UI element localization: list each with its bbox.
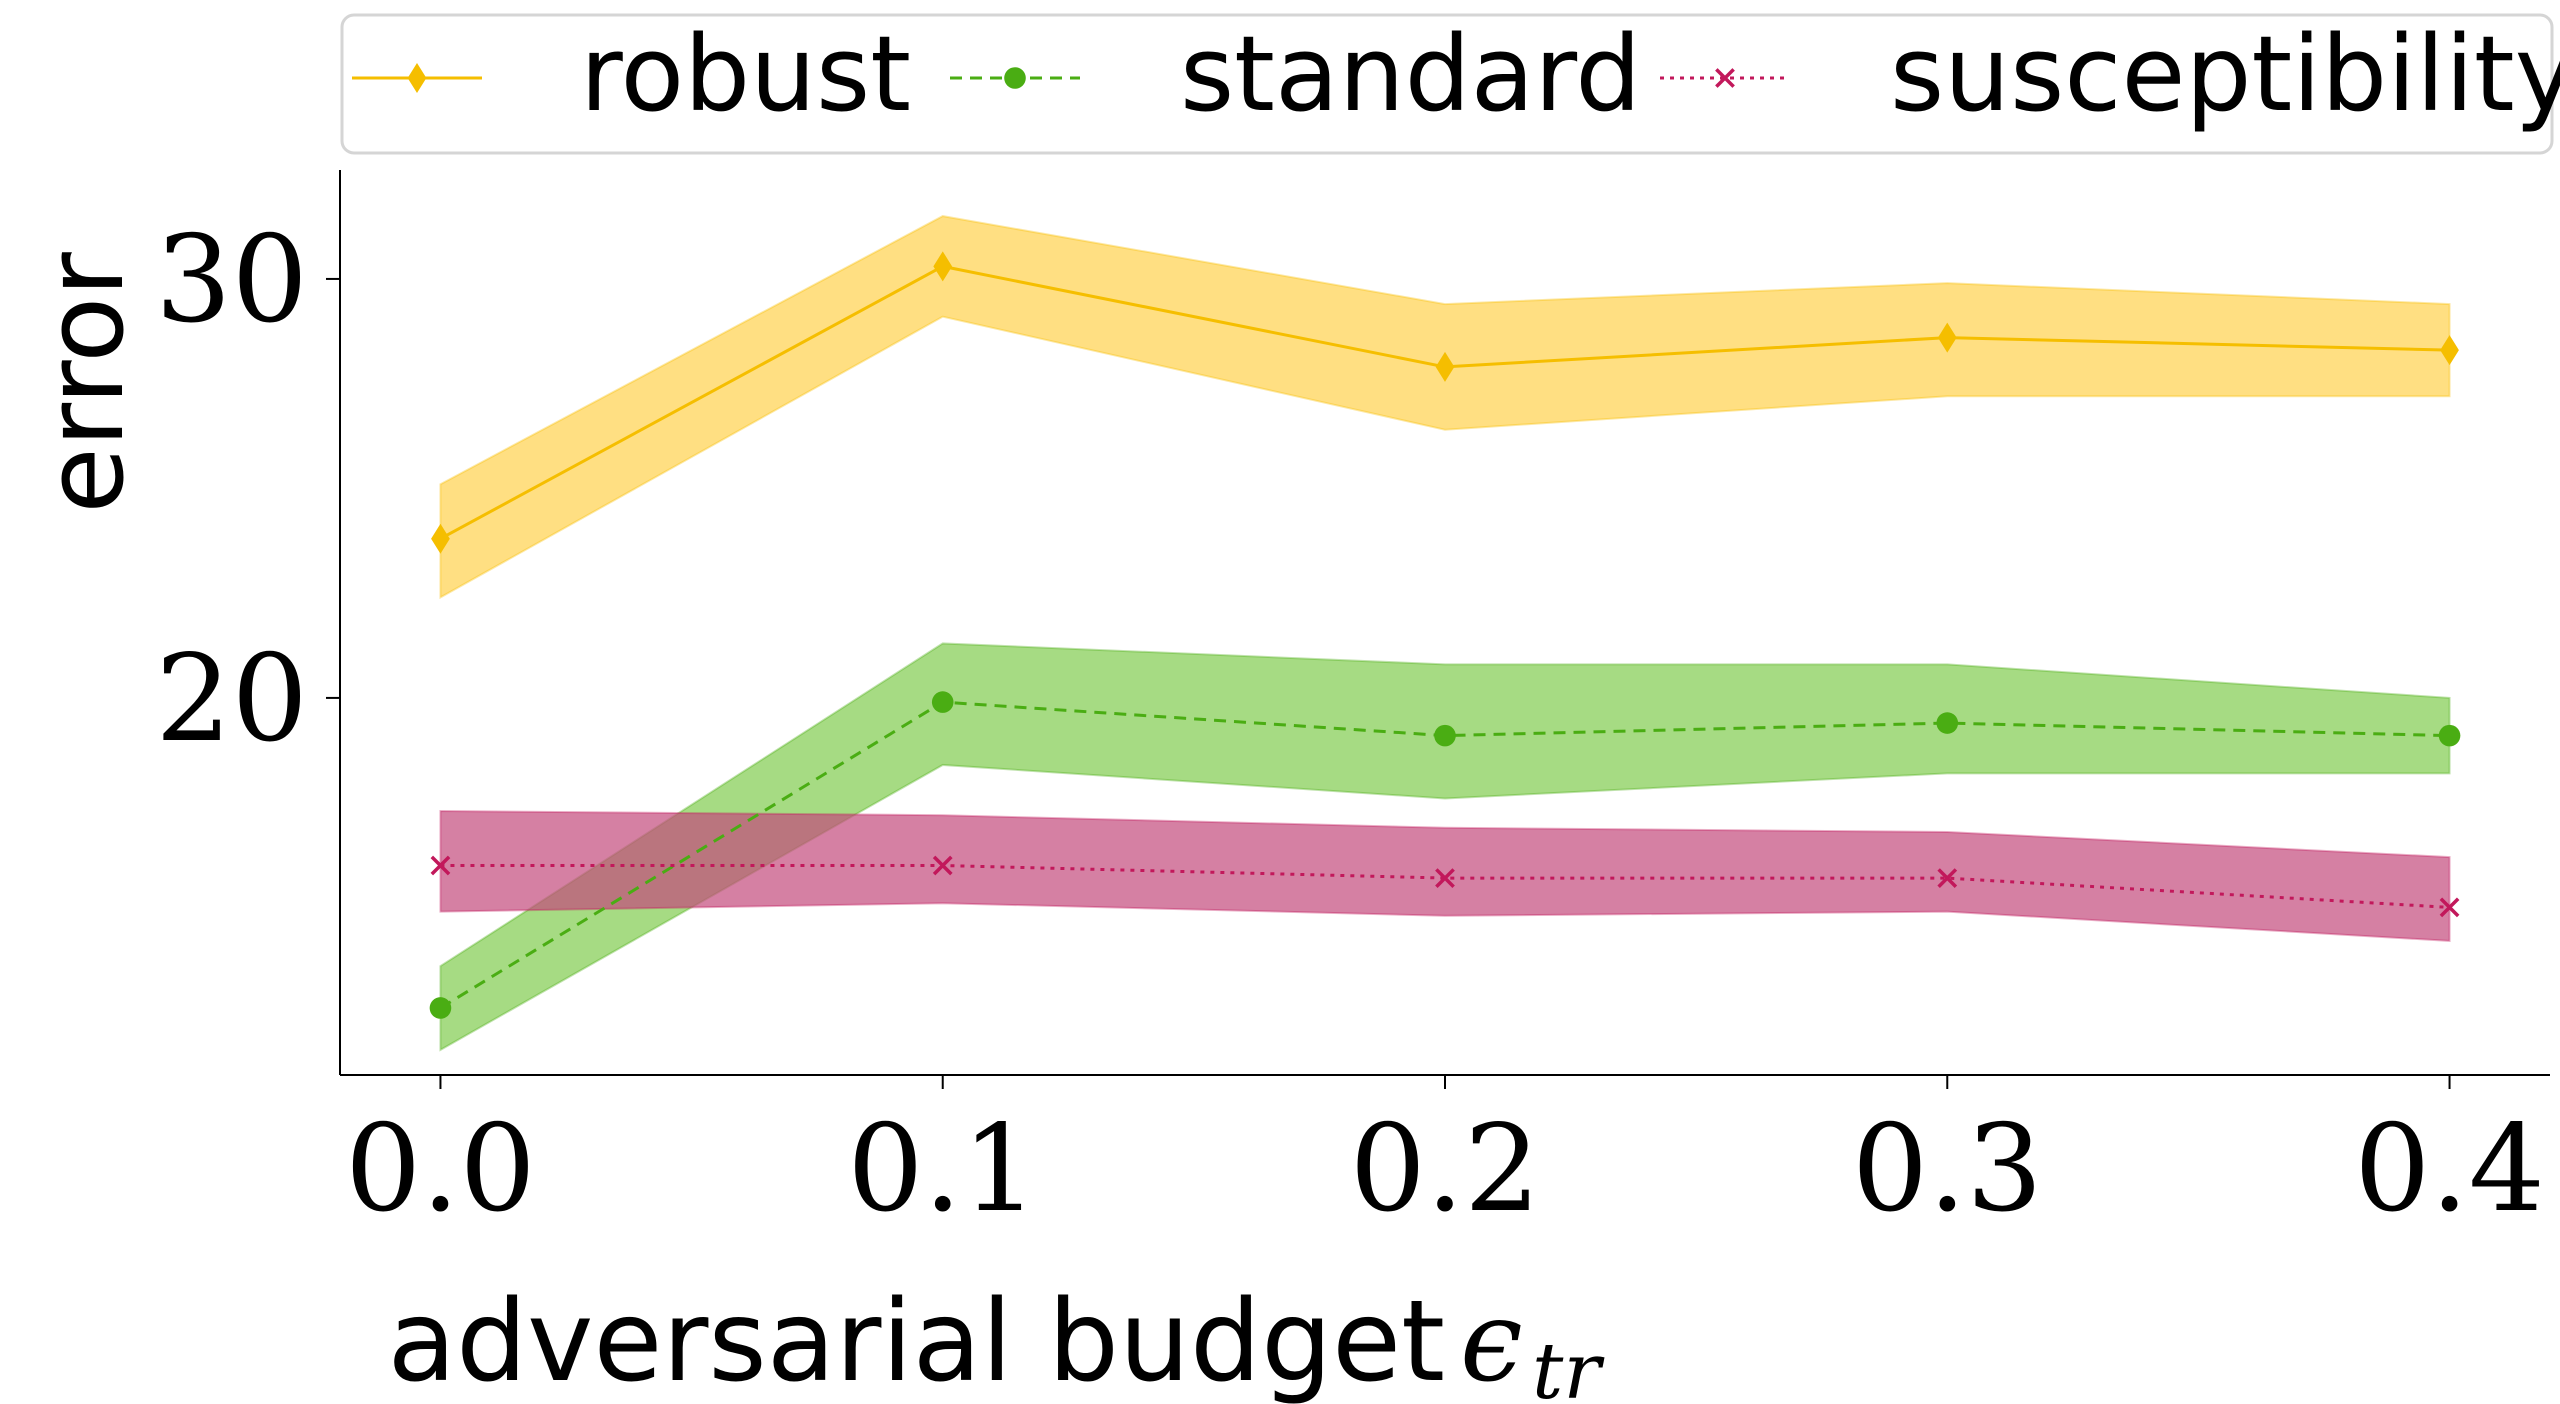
x-ticks: 0.0 0.1 0.2 0.3 0.4 xyxy=(345,1075,2545,1239)
standard-point xyxy=(2438,724,2461,747)
susceptibility-point xyxy=(430,855,451,876)
legend-item-susceptibility: susceptibility xyxy=(1660,13,2560,135)
legend-item-standard: standard xyxy=(950,13,1641,135)
robust-point xyxy=(1937,322,1957,353)
y-axis-label: error xyxy=(23,252,148,514)
standard-point xyxy=(931,691,954,713)
legend-box xyxy=(340,13,2554,155)
standard-point xyxy=(1936,712,1959,734)
robust-point xyxy=(2440,335,2459,366)
susceptibility-point xyxy=(1435,868,1455,888)
legend-item-robust: robust xyxy=(352,13,911,135)
x-axis-label-symbol: ϵ xyxy=(1460,1277,1523,1404)
robust-point xyxy=(431,523,450,554)
standard-point xyxy=(429,997,452,1019)
y-tick-label: 20 xyxy=(155,630,308,769)
robust-point xyxy=(1435,351,1455,382)
susceptibility-point xyxy=(1937,868,1958,888)
standard-point xyxy=(1434,724,1456,747)
robust-point xyxy=(933,251,953,282)
x-tick-label: 0.1 xyxy=(847,1100,1038,1239)
legend-marker xyxy=(1004,67,1026,89)
legend-label: robust xyxy=(580,13,911,135)
x-tick-label: 0.0 xyxy=(345,1100,536,1239)
x-axis-label: adversarial budget xyxy=(387,1277,1445,1404)
robust-band xyxy=(439,215,2451,600)
susceptibility-point xyxy=(2439,897,2460,918)
y-tick-label: 30 xyxy=(155,211,308,350)
x-tick-label: 0.2 xyxy=(1350,1100,1541,1239)
legend-label: susceptibility xyxy=(1890,13,2560,135)
legend-marker xyxy=(1715,68,1735,88)
legend-marker xyxy=(407,63,427,93)
series-markers xyxy=(429,251,2461,1019)
x-tick-label: 0.4 xyxy=(2354,1100,2545,1239)
x-tick-label: 0.3 xyxy=(1852,1100,2043,1239)
legend-label: standard xyxy=(1180,13,1641,135)
legend: robust standard susceptibility xyxy=(340,13,2560,155)
susceptibility-point xyxy=(932,855,953,876)
x-axis-label-subscript: tr xyxy=(1532,1327,1605,1404)
